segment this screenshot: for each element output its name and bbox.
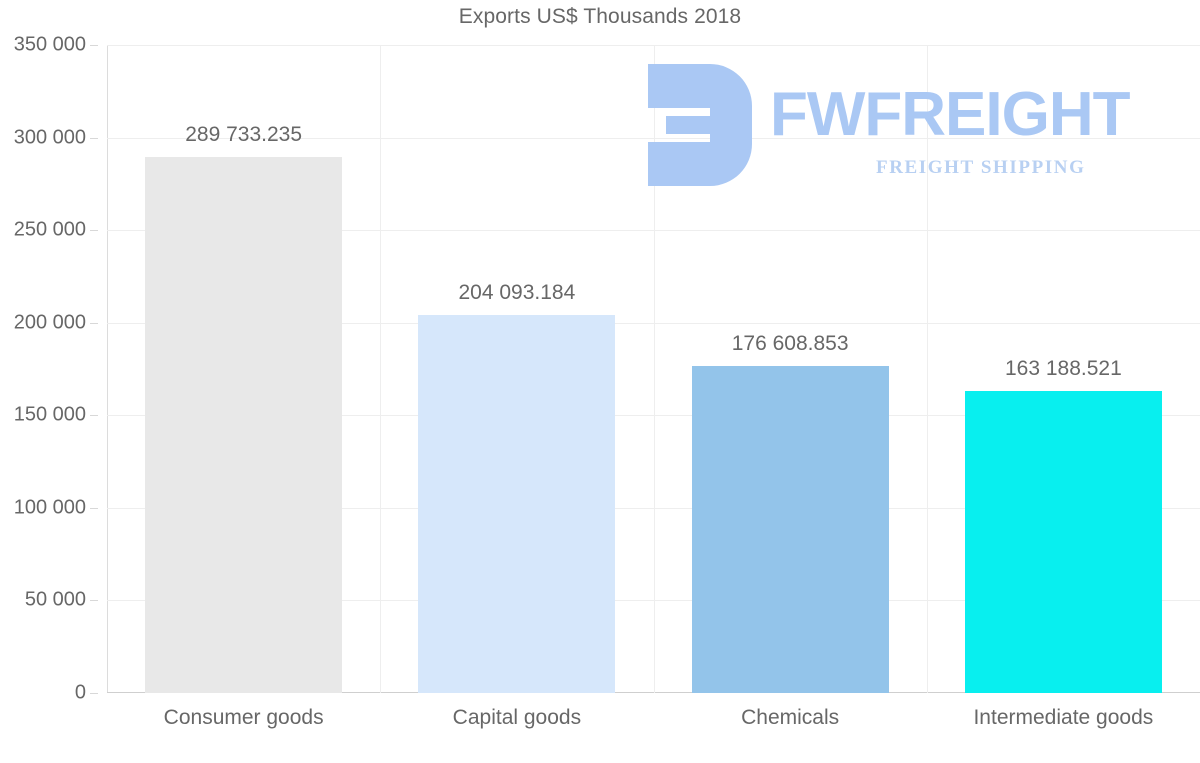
bar[interactable] xyxy=(964,390,1162,693)
gridline-horizontal xyxy=(107,45,1200,46)
chart-title: Exports US$ Thousands 2018 xyxy=(458,5,742,28)
y-tick-mark xyxy=(90,230,98,232)
x-tick-label: Capital goods xyxy=(452,706,582,729)
bar[interactable] xyxy=(691,366,889,693)
x-tick-label: Consumer goods xyxy=(163,706,324,729)
y-tick-mark xyxy=(90,693,98,694)
y-tick-label: 150 000 xyxy=(13,403,86,426)
bar-value-label: 289 733.235 xyxy=(185,122,303,146)
gridline-horizontal xyxy=(107,322,1200,324)
y-tick-label: 350 000 xyxy=(13,33,86,56)
y-tick-label: 200 000 xyxy=(13,311,86,334)
x-tick-label: Intermediate goods xyxy=(973,706,1154,729)
gridline-vertical xyxy=(927,45,928,693)
gridline-horizontal xyxy=(107,415,1200,417)
y-tick-label: 100 000 xyxy=(13,496,86,519)
y-tick-mark xyxy=(90,322,98,324)
y-tick-label: 300 000 xyxy=(13,126,86,149)
y-axis-line xyxy=(107,45,108,693)
gridline-horizontal xyxy=(107,230,1200,232)
bar-value-label: 163 188.521 xyxy=(1004,356,1122,380)
y-tick-mark xyxy=(90,45,98,46)
gridline-vertical xyxy=(654,45,655,693)
gridline-vertical xyxy=(380,45,381,693)
y-tick-label: 0 xyxy=(74,681,86,704)
y-tick-label: 50 000 xyxy=(24,588,86,611)
x-axis: Consumer goods Capital goods Chemicals Inte… xyxy=(107,700,1200,750)
gridline-horizontal xyxy=(107,507,1200,509)
y-tick-mark xyxy=(90,600,98,602)
x-tick-label: Chemicals xyxy=(741,706,840,729)
plot-area: 289 733.235 204 093.184 176 608.853 163 188… xyxy=(107,45,1200,693)
y-axis: 0 50 000 100 000 150 000 200 000 250 000 300 0… xyxy=(0,34,98,704)
bar-value-label: 176 608.853 xyxy=(731,332,849,356)
x-axis-baseline xyxy=(107,692,1200,693)
y-tick-mark xyxy=(90,137,98,139)
bar[interactable] xyxy=(145,156,343,693)
y-tick-label: 250 000 xyxy=(13,218,86,241)
bar-value-label: 204 093.184 xyxy=(458,281,576,305)
bar[interactable] xyxy=(418,315,616,693)
gridline-horizontal xyxy=(107,600,1200,602)
y-tick-mark xyxy=(90,507,98,509)
y-tick-mark xyxy=(90,415,98,417)
